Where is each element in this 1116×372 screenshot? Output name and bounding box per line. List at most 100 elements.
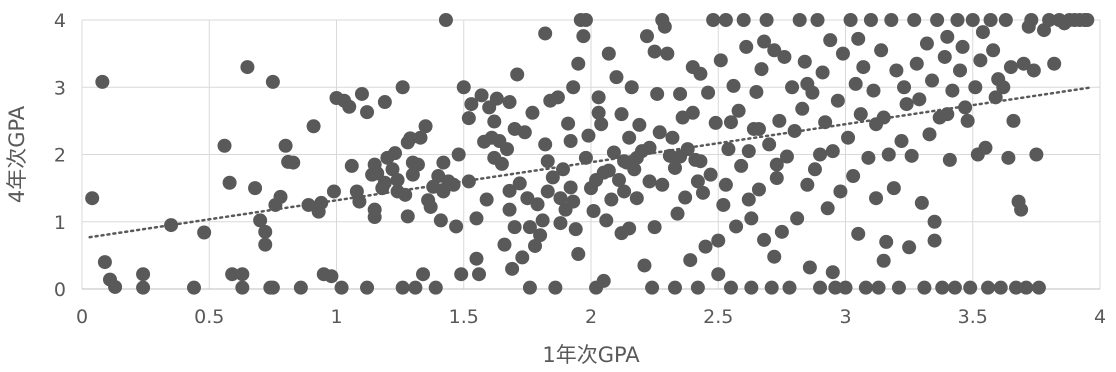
data-point-284 xyxy=(973,53,988,68)
data-point-100 xyxy=(505,261,520,276)
data-point-138 xyxy=(601,163,616,178)
data-point-271 xyxy=(940,29,955,44)
data-point-163 xyxy=(665,130,680,145)
data-point-162 xyxy=(662,148,677,163)
y-tick-label-4: 4 xyxy=(54,10,66,32)
x-axis-title: 1年次GPA xyxy=(542,343,640,367)
data-point-262 xyxy=(917,280,932,295)
data-point-296 xyxy=(1003,60,1018,75)
data-point-154 xyxy=(642,174,657,189)
data-point-289 xyxy=(986,43,1001,58)
data-point-306 xyxy=(1029,147,1044,162)
data-point-363 xyxy=(667,160,682,175)
data-point-285 xyxy=(975,25,990,40)
y-tick-label-3: 3 xyxy=(54,77,66,99)
data-point-231 xyxy=(838,280,853,295)
data-point-85 xyxy=(469,211,484,226)
data-point-350 xyxy=(502,202,517,217)
data-point-113 xyxy=(538,137,553,152)
data-point-45 xyxy=(360,280,375,295)
data-point-204 xyxy=(769,171,784,186)
data-point-117 xyxy=(548,280,563,295)
data-point-178 xyxy=(703,167,718,182)
data-point-261 xyxy=(914,195,929,210)
data-point-4 xyxy=(108,279,123,294)
data-point-257 xyxy=(904,148,919,163)
data-point-160 xyxy=(657,19,672,34)
data-point-201 xyxy=(762,137,777,152)
data-point-67 xyxy=(416,267,431,282)
data-point-155 xyxy=(645,280,660,295)
data-point-161 xyxy=(660,46,675,61)
data-point-208 xyxy=(779,149,794,164)
data-point-111 xyxy=(533,228,548,243)
data-point-286 xyxy=(978,140,993,155)
data-point-221 xyxy=(813,280,828,295)
data-point-330 xyxy=(400,209,415,224)
data-point-259 xyxy=(909,56,924,71)
x-tick-label-7: 3.5 xyxy=(958,306,988,328)
data-point-0 xyxy=(85,191,100,206)
data-point-13 xyxy=(235,267,250,282)
data-point-19 xyxy=(258,224,273,239)
data-point-66 xyxy=(413,130,428,145)
data-point-129 xyxy=(578,13,593,27)
data-point-112 xyxy=(535,213,550,228)
data-point-86 xyxy=(472,267,487,282)
data-point-258 xyxy=(907,13,922,27)
data-point-107 xyxy=(522,280,537,295)
data-point-176 xyxy=(698,239,713,254)
x-tick-label-0: 0 xyxy=(76,306,88,328)
data-point-361 xyxy=(617,184,632,199)
data-point-30 xyxy=(306,119,321,134)
data-point-11 xyxy=(222,175,237,190)
data-point-227 xyxy=(828,280,843,295)
data-point-7 xyxy=(164,218,179,233)
data-point-157 xyxy=(650,86,665,101)
y-tick-label-1: 1 xyxy=(54,212,66,234)
data-point-298 xyxy=(1009,280,1024,295)
data-point-81 xyxy=(454,267,469,282)
data-point-158 xyxy=(652,125,667,140)
data-point-184 xyxy=(718,13,733,27)
y-axis-title: 4年次GPA xyxy=(5,105,29,203)
data-point-304 xyxy=(1024,13,1039,27)
data-point-182 xyxy=(713,53,728,68)
data-point-59 xyxy=(395,80,410,95)
data-point-118 xyxy=(550,90,565,105)
data-point-367 xyxy=(769,157,784,172)
data-point-352 xyxy=(629,191,644,206)
data-point-362 xyxy=(642,140,657,155)
data-point-188 xyxy=(729,219,744,234)
data-point-164 xyxy=(667,280,682,295)
data-point-264 xyxy=(922,127,937,142)
data-point-252 xyxy=(891,280,906,295)
data-point-108 xyxy=(525,105,540,120)
data-point-104 xyxy=(515,250,530,265)
data-point-210 xyxy=(785,80,800,95)
data-point-224 xyxy=(820,201,835,216)
data-point-354 xyxy=(751,121,766,136)
data-point-179 xyxy=(706,13,721,27)
data-point-44 xyxy=(360,105,375,120)
data-point-49 xyxy=(370,166,385,181)
data-point-255 xyxy=(899,97,914,112)
data-point-134 xyxy=(591,105,606,120)
data-point-205 xyxy=(772,113,787,128)
data-point-202 xyxy=(764,280,779,295)
data-point-247 xyxy=(879,234,894,249)
data-point-132 xyxy=(586,203,601,218)
data-point-332 xyxy=(538,26,553,41)
data-point-326 xyxy=(723,115,738,130)
data-point-110 xyxy=(530,197,545,212)
data-point-223 xyxy=(818,115,833,130)
data-point-21 xyxy=(265,280,280,295)
data-point-324 xyxy=(553,191,568,206)
data-point-254 xyxy=(897,80,912,95)
data-point-305 xyxy=(1026,63,1041,78)
data-point-353 xyxy=(690,174,705,189)
data-point-215 xyxy=(797,54,812,69)
data-point-18 xyxy=(258,237,273,252)
data-point-17 xyxy=(253,213,268,228)
data-point-277 xyxy=(955,39,970,54)
